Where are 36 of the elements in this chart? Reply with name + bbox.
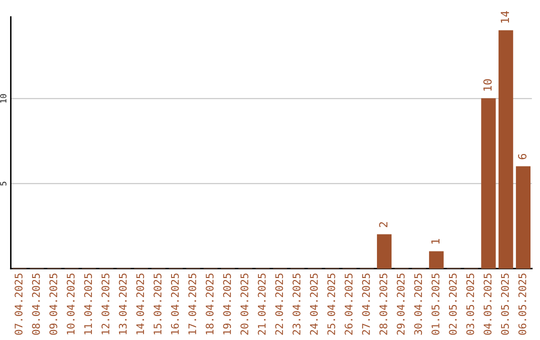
x-tick-label: 04.05.2025 [484, 274, 492, 335]
data-label: 1 [431, 238, 440, 244]
x-tick-label: 16.04.2025 [170, 274, 179, 334]
x-tick-label: 26.04.2025 [344, 274, 353, 335]
x-tick-label: 29.04.2025 [396, 274, 405, 335]
x-tick-label: 27.04.2025 [362, 274, 370, 335]
x-tick-label: 21.04.2025 [258, 274, 266, 335]
x-tick-label: 13.04.2025 [118, 274, 127, 334]
data-label: 10 [483, 79, 492, 91]
x-tick-label: 19.04.2025 [223, 274, 231, 334]
x-tick-label: 25.04.2025 [327, 274, 336, 335]
x-tick-label: 07.04.2025 [14, 274, 23, 335]
x-tick-label: 28.04.2025 [379, 274, 388, 335]
x-tick-label: 01.05.2025 [432, 274, 440, 335]
x-tick-label: 18.04.2025 [206, 274, 214, 334]
x-tick-label: 03.05.2025 [466, 274, 474, 335]
data-label: 2 [379, 222, 388, 228]
x-tick-label: 05.05.2025 [501, 274, 509, 335]
x-tick-label: 17.04.2025 [188, 274, 196, 334]
x-tick-label: 02.05.2025 [448, 274, 457, 335]
x-tick-label: 15.04.2025 [154, 274, 162, 334]
x-tick-label: 11.04.2025 [84, 274, 92, 334]
data-label: 14 [500, 11, 509, 23]
x-tick-label: 09.04.2025 [49, 274, 58, 335]
x-tick-label: 24.04.2025 [310, 274, 318, 335]
x-tick-label: 06.05.2025 [518, 274, 526, 335]
x-tick-label: 08.04.2025 [32, 274, 40, 335]
data-label: 6 [518, 154, 526, 160]
x-tick-label: 12.04.2025 [102, 274, 110, 334]
x-tick-label: 23.04.2025 [292, 274, 300, 335]
x-tick-label: 14.04.2025 [136, 274, 144, 334]
x-tick-label: 22.04.2025 [275, 274, 284, 335]
x-tick-label: 30.04.2025 [414, 274, 422, 335]
x-tick-label: 20.04.2025 [240, 274, 248, 335]
y-tick-label: 5 [0, 182, 6, 186]
x-tick-label: 10.04.2025 [66, 274, 75, 334]
